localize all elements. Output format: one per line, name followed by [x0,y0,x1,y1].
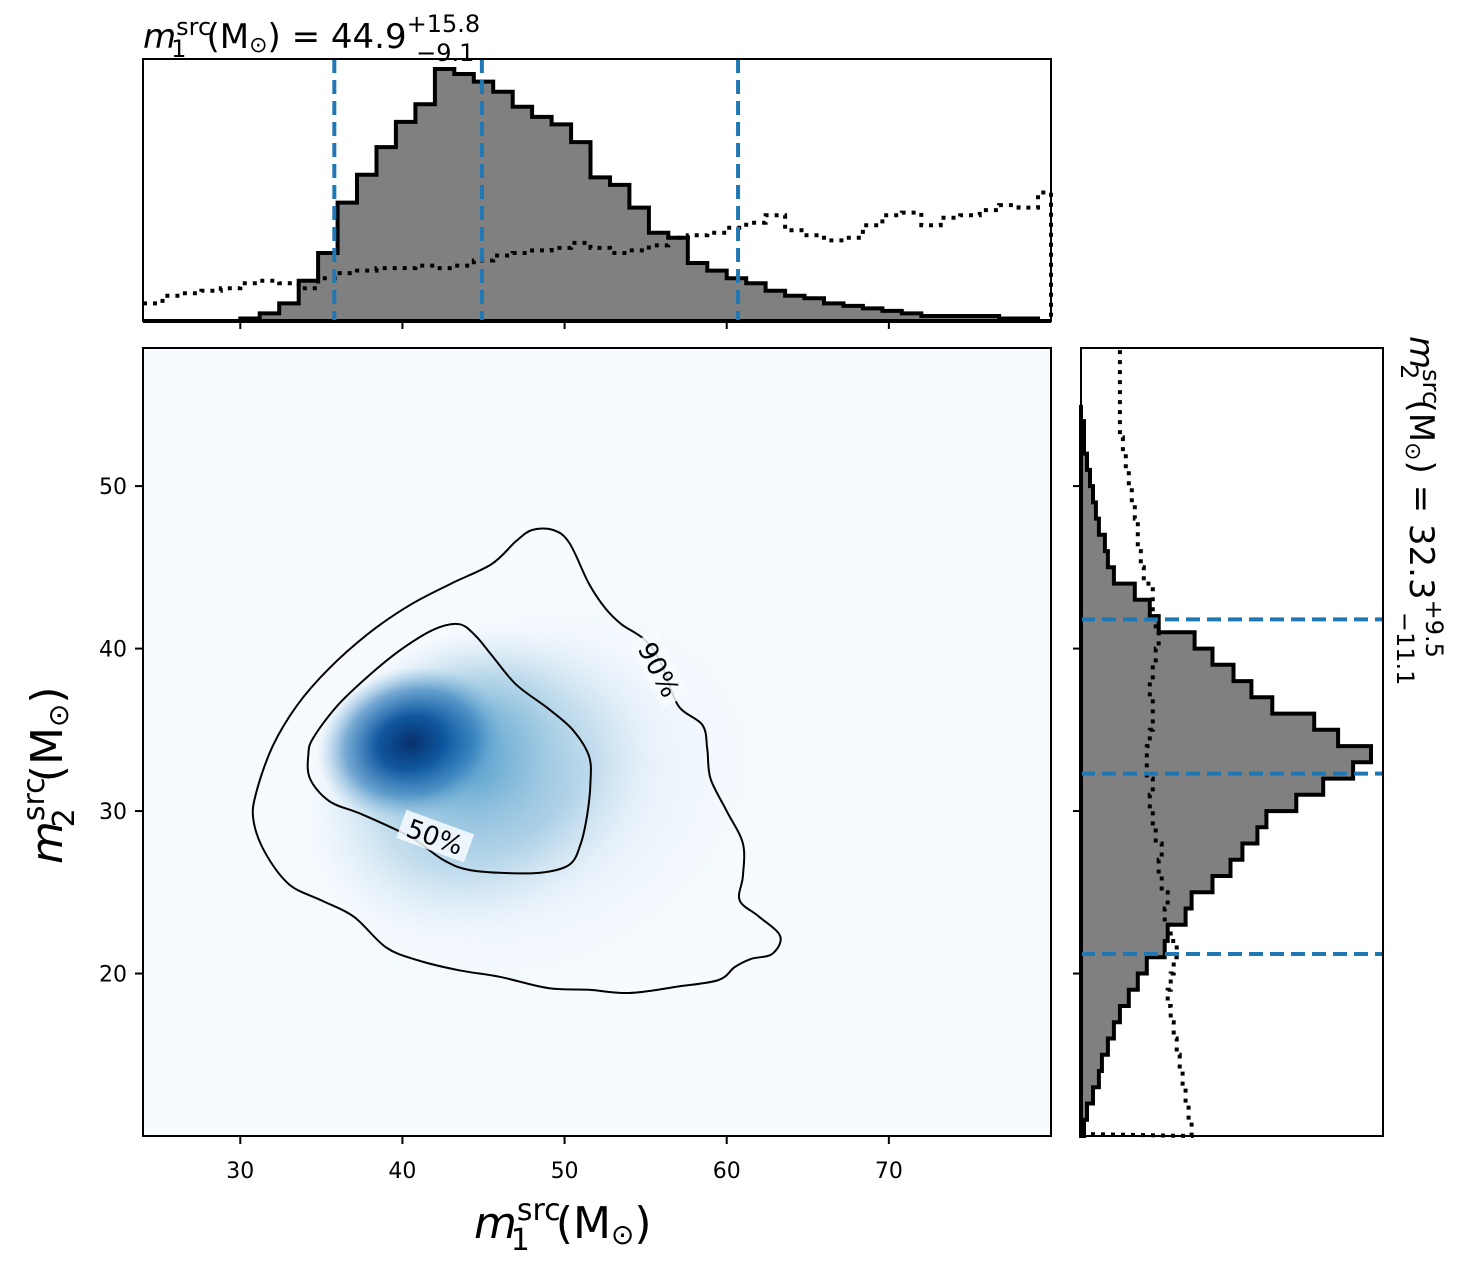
top-prior-histogram [143,190,1053,321]
y-tick-label: 50 [99,475,127,500]
right-marginal-frame [1080,347,1384,1137]
right-marginal-panel [1073,347,1384,1139]
right-posterior-histogram [1079,404,1373,1138]
right-marginal-title: msrc2(M⊙) = 32.3+9.5−11.1 [1391,336,1448,685]
right-posterior-step [1079,404,1373,1138]
top-marginal-frame [142,58,1052,322]
x-tick-label: 40 [388,1159,416,1184]
y-tick-label: 30 [99,800,127,825]
y-tick-label: 20 [99,963,127,988]
top-marginal-panel [142,58,1053,329]
contour-label-halo [396,809,475,863]
y-tick-label: 40 [99,638,127,663]
right-prior-histogram [1080,348,1194,1139]
contour-50pct [306,622,592,875]
x-tick-label: 50 [551,1159,579,1184]
top-marginal-ticks [239,321,890,329]
right-prior-step [1080,348,1194,1139]
top-posterior-histogram [143,67,1051,323]
y-axis-label: msrc2(M⊙) [17,686,82,864]
x-tick-label: 60 [713,1159,741,1184]
top-posterior-step [143,67,1051,323]
contour-90pct [251,527,782,995]
density-peak-region [316,666,505,820]
x-tick-label: 70 [875,1159,903,1184]
contour-label-halo [629,630,690,709]
right-quantile-lines [1081,617,1383,957]
joint-contours: 50%90% [251,527,782,995]
x-tick-label: 30 [226,1159,254,1184]
x-axis-label: msrc 1 (M⊙) [474,1193,652,1258]
joint-ticks: 30 40 50 60 70 20 30 40 50 [99,475,903,1184]
top-prior-step [143,190,1053,321]
joint-panel: 50%90% 30 40 50 60 70 20 30 40 50 [99,347,1052,1184]
joint-frame [142,347,1052,1137]
top-marginal-title: msrc 1 (M⊙) = 44.9+15.8 −9.1 [143,10,480,67]
right-marginal-ticks [1073,485,1081,975]
top-quantile-lines [332,59,741,321]
